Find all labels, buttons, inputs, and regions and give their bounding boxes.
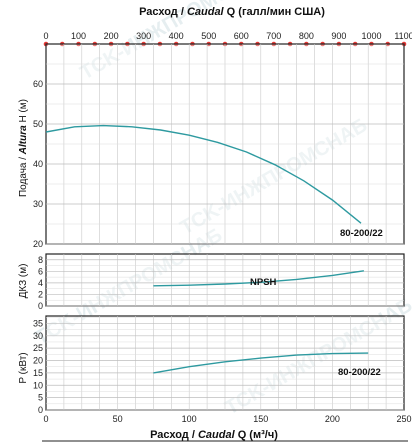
head-y-tick-label: 30 — [33, 199, 43, 209]
bottom-axis-ticks: 0 50 100 150 200 250 — [43, 414, 411, 424]
top-tick-label: 400 — [169, 31, 184, 41]
bottom-tick-label: 200 — [325, 414, 340, 424]
power-y-tick-label: 5 — [38, 393, 43, 403]
power-y-label: P (кВт) — [18, 352, 29, 383]
bottom-tick-label: 150 — [253, 414, 268, 424]
head-y-label: Подача / Altura H (м) — [18, 99, 29, 197]
top-tick-label: 1100 — [394, 31, 412, 41]
top-tick-label: 700 — [266, 31, 281, 41]
head-curve-label: 80-200/22 — [340, 228, 383, 239]
top-tick-label: 0 — [43, 31, 48, 41]
power-curve — [153, 352, 369, 374]
bottom-tick-label: 100 — [182, 414, 197, 424]
npsh-y-tick-label: 6 — [38, 266, 43, 276]
head-y-tick-label: 20 — [33, 239, 43, 249]
top-tick-label: 900 — [331, 31, 346, 41]
npsh-curve-label: NPSH — [250, 277, 277, 288]
top-tick-label: 200 — [104, 31, 119, 41]
power-y-tick-label: 35 — [33, 318, 43, 328]
head-curve — [45, 124, 362, 224]
power-y-tick-label: 0 — [38, 405, 43, 415]
top-tick-label: 500 — [201, 31, 216, 41]
top-tick-label: 600 — [234, 31, 249, 41]
top-tick-label: 800 — [299, 31, 314, 41]
npsh-y-tick-label: 0 — [38, 301, 43, 311]
bottom-tick-label: 50 — [113, 414, 123, 424]
head-panel: 20 30 40 50 60 — [33, 43, 405, 249]
power-y-tick-label: 10 — [33, 380, 43, 390]
bottom-tick-label: 0 — [43, 414, 48, 424]
top-tick-label: 100 — [71, 31, 86, 41]
npsh-y-tick-label: 8 — [38, 255, 43, 265]
npsh-y-label: ДКЗ (м) — [18, 264, 29, 299]
head-y-tick-label: 40 — [33, 159, 43, 169]
power-y-tick-label: 30 — [33, 331, 43, 341]
head-y-tick-label: 50 — [33, 119, 43, 129]
power-y-tick-label: 15 — [33, 368, 43, 378]
head-y-tick-label: 60 — [33, 79, 43, 89]
power-y-tick-label: 25 — [33, 343, 43, 353]
top-tick-label: 300 — [136, 31, 151, 41]
power-panel: 0 5 10 15 20 25 30 35 — [33, 315, 405, 415]
bottom-axis-title: Расход / Caudal Q (м³/ч) — [150, 429, 278, 441]
top-tick-label: 1000 — [361, 31, 381, 41]
power-y-tick-label: 20 — [33, 356, 43, 366]
npsh-y-tick-label: 2 — [38, 289, 43, 299]
npsh-y-tick-label: 4 — [38, 278, 43, 288]
top-axis-title: Расход / Caudal Q (галл/мин США) — [139, 6, 325, 18]
top-axis-ticks: 0 100 200 300 400 500 600 700 800 900 1000 1100 — [43, 31, 412, 41]
npsh-curve — [153, 270, 365, 287]
power-curve-label: 80-200/22 — [338, 367, 381, 378]
npsh-panel: 0 24 68 — [38, 253, 405, 311]
bottom-tick-label: 250 — [396, 414, 411, 424]
